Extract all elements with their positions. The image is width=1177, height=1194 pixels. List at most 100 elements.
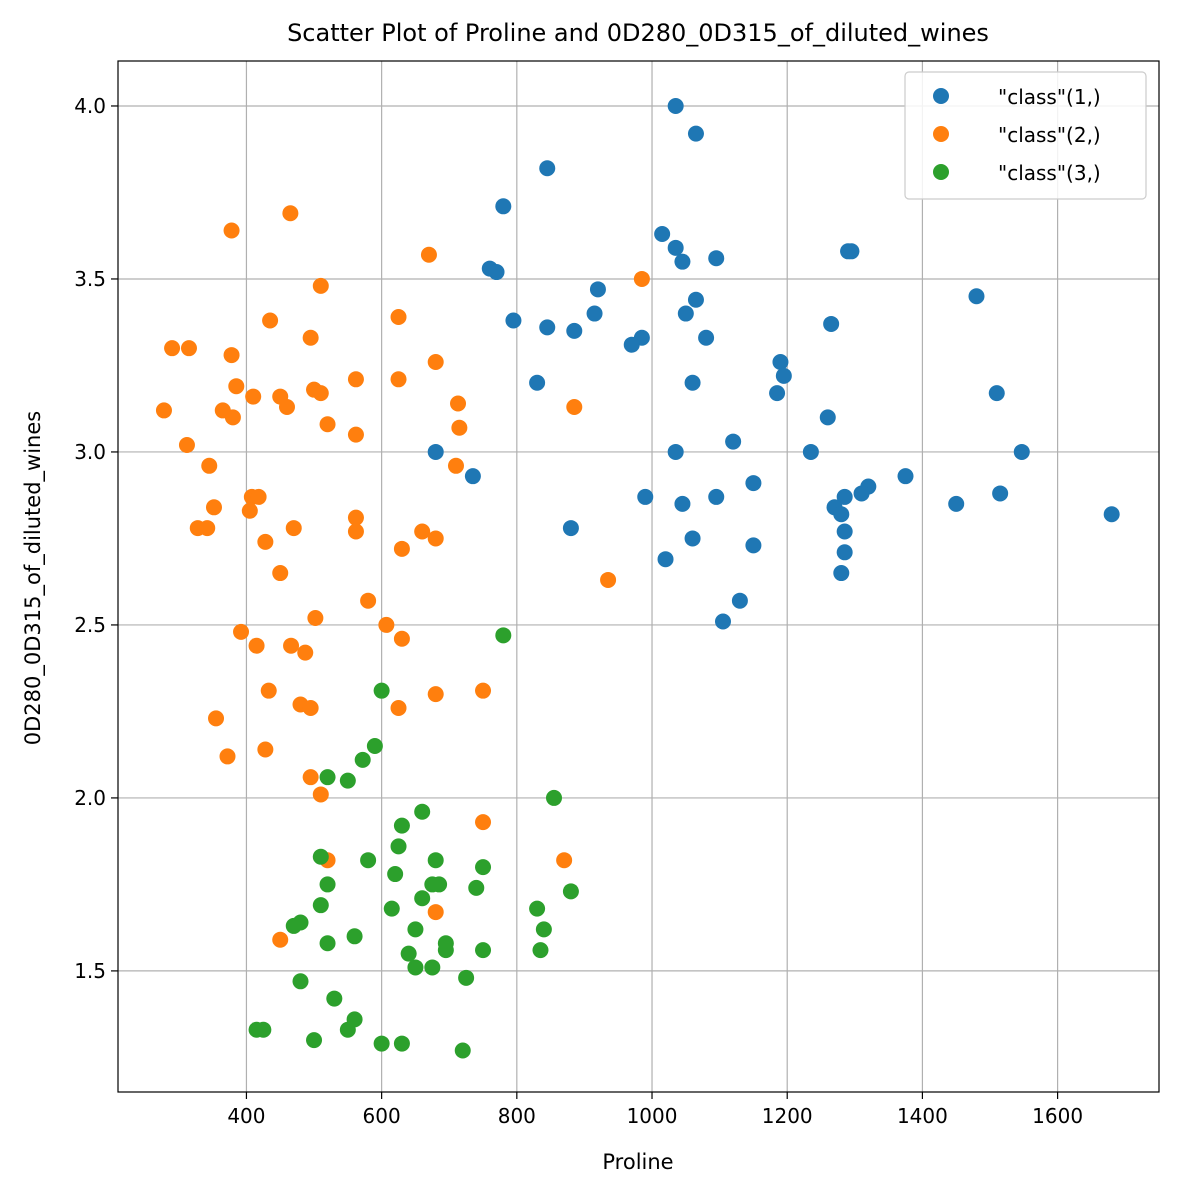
point-class-1 [464,468,481,485]
point-class-2 [285,520,302,537]
point-class-1 [495,198,512,215]
point-class-3 [393,1035,410,1052]
point-class-3 [400,945,417,962]
point-class-2 [282,205,299,222]
point-class-3 [427,852,444,869]
point-class-3 [458,969,475,986]
point-class-2 [307,610,324,627]
point-class-1 [539,319,556,336]
legend-label-class-2: "class"(2,) [998,123,1101,147]
y-tick-label: 1.5 [74,959,106,983]
point-class-2 [155,402,172,419]
point-class-2 [427,530,444,547]
point-class-2 [390,371,407,388]
point-class-1 [427,443,444,460]
point-class-2 [450,395,467,412]
point-class-3 [319,769,336,786]
point-class-1 [684,374,701,391]
point-class-2 [180,340,197,357]
point-class-3 [546,789,563,806]
point-class-3 [339,1021,356,1038]
point-class-1 [745,475,762,492]
point-class-1 [674,495,691,512]
point-class-2 [475,682,492,699]
point-class-1 [948,495,965,512]
point-class-1 [586,305,603,322]
point-class-2 [390,699,407,716]
point-class-2 [278,398,295,415]
point-class-2 [257,741,274,758]
point-class-3 [532,942,549,959]
legend-marker-class-2 [933,126,949,142]
point-class-1 [637,488,654,505]
point-class-1 [1013,443,1030,460]
chart-title: Scatter Plot of Proline and 0D280_0D315_… [287,19,989,47]
point-class-2 [245,388,262,405]
point-class-2 [475,814,492,831]
point-class-1 [725,433,742,450]
point-class-2 [283,637,300,654]
point-class-2 [390,309,407,326]
point-class-1 [833,506,850,523]
point-class-3 [292,973,309,990]
point-class-1 [1103,506,1120,523]
point-class-1 [562,520,579,537]
point-class-1 [708,488,725,505]
point-class-2 [556,852,573,869]
grid [118,61,1159,1092]
point-class-1 [823,315,840,332]
point-class-1 [684,530,701,547]
point-class-3 [495,627,512,644]
point-class-1 [529,374,546,391]
point-class-3 [424,959,441,976]
y-tick-label: 3.0 [74,440,106,464]
point-class-3 [475,942,492,959]
point-class-2 [199,520,216,537]
point-class-2 [233,623,250,640]
point-class-2 [319,416,336,433]
point-class-2 [219,748,236,765]
point-class-3 [437,942,454,959]
point-class-2 [600,571,617,588]
x-tick-label: 1600 [1032,1104,1083,1128]
point-class-3 [354,751,371,768]
point-class-1 [992,485,1009,502]
point-class-1 [667,97,684,114]
point-class-2 [262,312,279,329]
point-class-3 [339,772,356,789]
point-class-2 [312,786,329,803]
point-class-1 [833,565,850,582]
point-class-1 [836,523,853,540]
point-class-2 [427,353,444,370]
point-class-3 [373,1035,390,1052]
point-class-1 [667,239,684,256]
point-class-3 [255,1021,272,1038]
point-class-1 [802,443,819,460]
x-tick-label: 1400 [897,1104,948,1128]
x-tick-label: 600 [363,1104,401,1128]
point-class-1 [769,385,786,402]
point-class-2 [427,904,444,921]
point-class-2 [201,457,218,474]
legend-box [904,71,1147,200]
point-class-1 [488,264,505,281]
point-class-3 [366,738,383,755]
point-class-3 [312,897,329,914]
legend: "class"(1,) "class"(2,) "class"(3,) [904,71,1147,200]
point-class-2 [223,347,240,364]
point-class-1 [772,353,789,370]
point-class-1 [745,537,762,554]
point-class-2 [208,710,225,727]
point-class-2 [228,378,245,395]
point-class-3 [475,859,492,876]
point-class-2 [302,699,319,716]
point-class-1 [897,468,914,485]
scatter-points [155,97,1120,1059]
point-class-2 [224,409,241,426]
point-class-1 [714,613,731,630]
point-class-3 [468,879,485,896]
point-class-2 [451,419,468,436]
point-class-1 [988,385,1005,402]
point-class-1 [539,160,556,177]
